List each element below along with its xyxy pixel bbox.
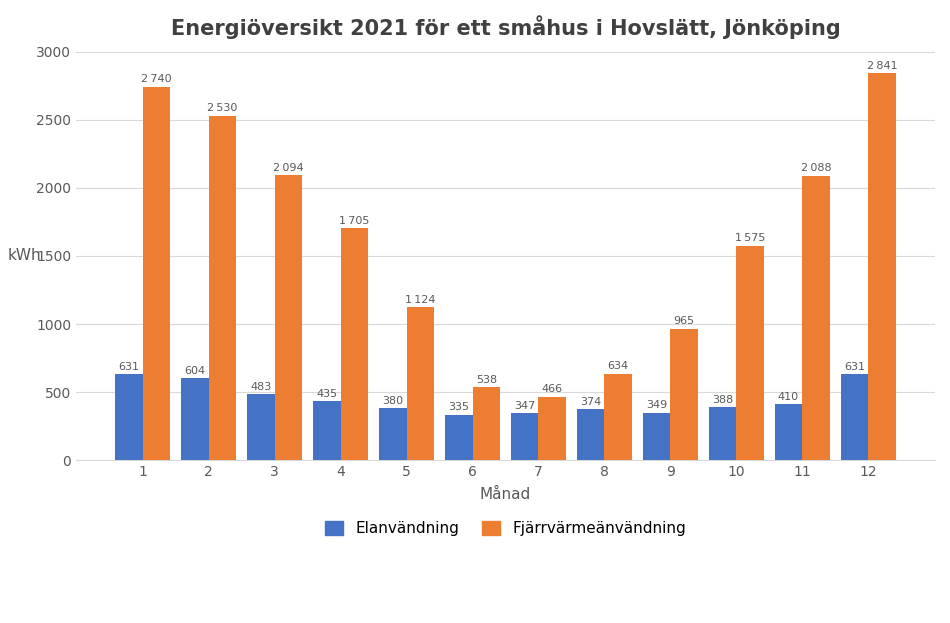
Text: 2 740: 2 740 <box>142 75 172 85</box>
Text: 483: 483 <box>250 382 272 392</box>
Text: 435: 435 <box>316 389 337 399</box>
Bar <box>868 73 896 460</box>
Bar <box>803 176 830 460</box>
Text: 1 124: 1 124 <box>405 295 436 305</box>
Bar <box>643 412 671 460</box>
Text: 634: 634 <box>608 361 629 371</box>
Bar <box>209 115 237 460</box>
Text: 2 841: 2 841 <box>866 60 898 71</box>
Bar <box>407 307 434 460</box>
Bar <box>472 387 501 460</box>
Bar <box>709 407 736 460</box>
Text: 631: 631 <box>119 362 140 372</box>
Text: 1 575: 1 575 <box>735 233 766 243</box>
Text: 631: 631 <box>844 362 864 372</box>
Bar <box>181 378 209 460</box>
Text: 374: 374 <box>580 397 601 407</box>
Bar <box>671 329 698 460</box>
Text: 349: 349 <box>646 400 667 411</box>
Bar <box>445 415 472 460</box>
Text: 2 094: 2 094 <box>274 163 304 173</box>
Title: Energiöversikt 2021 för ett småhus i Hovslätt, Jönköping: Energiöversikt 2021 för ett småhus i Hov… <box>171 15 841 39</box>
Text: 347: 347 <box>514 401 535 411</box>
Bar <box>247 394 275 460</box>
Bar <box>841 374 868 460</box>
Text: 965: 965 <box>674 316 694 326</box>
Text: 466: 466 <box>542 384 563 394</box>
Bar <box>736 245 764 460</box>
Bar <box>115 374 142 460</box>
Bar <box>313 401 341 460</box>
Bar <box>275 175 302 460</box>
Bar <box>774 404 803 460</box>
Bar <box>511 413 539 460</box>
Y-axis label: kWh: kWh <box>8 249 41 264</box>
Bar <box>577 409 604 460</box>
Text: 380: 380 <box>382 396 403 406</box>
Text: 335: 335 <box>448 402 469 412</box>
Text: 604: 604 <box>184 366 205 376</box>
Text: 2 088: 2 088 <box>801 163 831 173</box>
Text: 1 705: 1 705 <box>339 216 370 226</box>
Text: 410: 410 <box>778 392 799 402</box>
Bar <box>142 87 170 460</box>
Text: 388: 388 <box>712 395 733 405</box>
Text: 2 530: 2 530 <box>207 103 238 113</box>
X-axis label: Månad: Månad <box>480 487 531 503</box>
Bar <box>539 397 566 460</box>
Bar <box>379 409 407 460</box>
Text: 538: 538 <box>476 374 497 384</box>
Legend: Elanvändning, Fjärrvärmeänvändning: Elanvändning, Fjärrvärmeänvändning <box>318 515 693 543</box>
Bar <box>341 228 369 460</box>
Bar <box>604 374 632 460</box>
